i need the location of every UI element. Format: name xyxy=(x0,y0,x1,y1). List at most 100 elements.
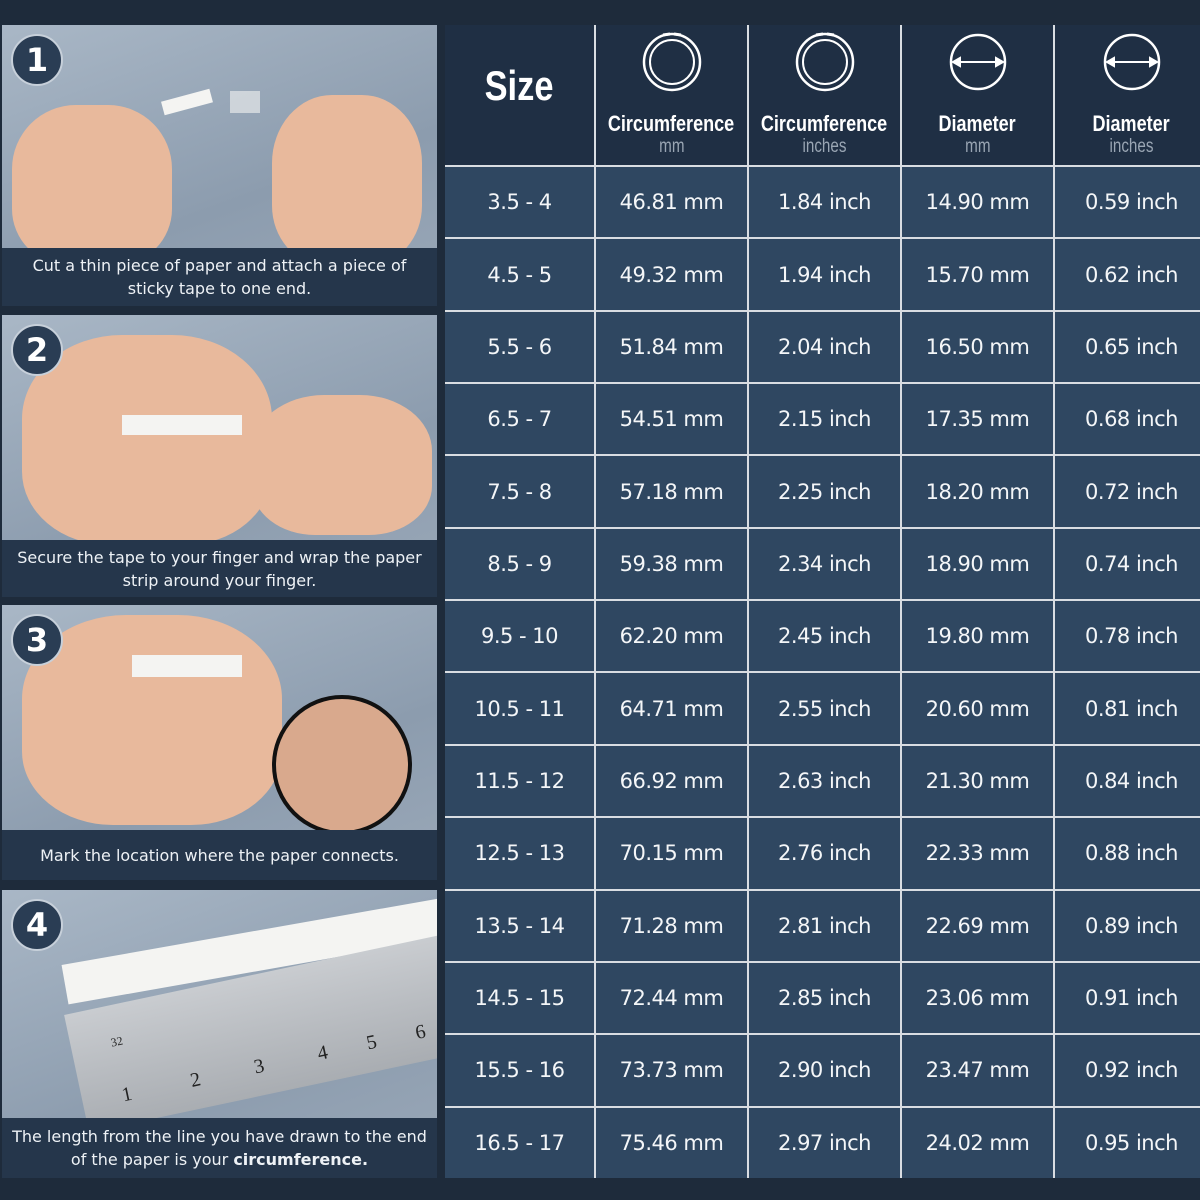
table-cell: 15.5 - 16 xyxy=(445,1035,594,1106)
table-cell: 15.70 mm xyxy=(902,239,1053,310)
table-cell: 2.04 inch xyxy=(749,311,900,383)
table-cell: 5.5 - 6 xyxy=(445,311,594,383)
ring-size-table: Size Circumference mm Circumference inches Di… xyxy=(445,25,1200,1178)
header-title: Circumference xyxy=(761,111,888,136)
table-cell: 20.60 mm xyxy=(902,673,1053,744)
column-header: Diameter mm xyxy=(902,25,1053,165)
step-caption: Mark the location where the paper connec… xyxy=(2,830,437,880)
column-header: Diameter inches xyxy=(1055,25,1200,165)
header-title: Diameter xyxy=(938,111,1017,136)
table-cell: 6.5 - 7 xyxy=(445,384,594,455)
step-1-panel: 1 Cut a thin piece of paper and attach a… xyxy=(2,25,437,306)
table-cell: 51.84 mm xyxy=(596,311,747,383)
table-cell: 22.33 mm xyxy=(902,818,1053,889)
header-unit: inches xyxy=(802,136,847,157)
table-cell: 0.88 inch xyxy=(1055,818,1200,889)
table-cell: 0.89 inch xyxy=(1055,890,1200,961)
table-cell: 2.45 inch xyxy=(749,601,900,672)
table-cell: 0.65 inch xyxy=(1055,311,1200,383)
table-cell: 16.5 - 17 xyxy=(445,1107,594,1178)
table-cell: 0.62 inch xyxy=(1055,239,1200,310)
table-cell: 57.18 mm xyxy=(596,456,747,527)
column-header: Circumference mm xyxy=(596,25,747,165)
step-number-badge: 2 xyxy=(11,324,63,376)
step-number-badge: 4 xyxy=(11,899,63,951)
table-cell: 23.47 mm xyxy=(902,1035,1053,1106)
step-2-photo xyxy=(2,315,437,545)
column-header: Size xyxy=(445,25,594,165)
column-header: Circumference inches xyxy=(749,25,900,165)
table-cell: 11.5 - 12 xyxy=(445,745,594,817)
table-cell: 17.35 mm xyxy=(902,384,1053,455)
table-cell: 2.55 inch xyxy=(749,673,900,744)
table-cell: 2.34 inch xyxy=(749,528,900,600)
table-cell: 0.95 inch xyxy=(1055,1107,1200,1178)
table-cell: 2.63 inch xyxy=(749,745,900,817)
table-cell: 66.92 mm xyxy=(596,745,747,817)
header-unit: inches xyxy=(1109,136,1154,157)
table-cell: 2.81 inch xyxy=(749,890,900,961)
table-cell: 2.15 inch xyxy=(749,384,900,455)
table-cell: 8.5 - 9 xyxy=(445,528,594,600)
table-cell: 24.02 mm xyxy=(902,1107,1053,1178)
table-cell: 0.68 inch xyxy=(1055,384,1200,455)
table-cell: 49.32 mm xyxy=(596,239,747,310)
table-cell: 19.80 mm xyxy=(902,601,1053,672)
step-number-badge: 3 xyxy=(11,614,63,666)
step-number-badge: 1 xyxy=(11,34,63,86)
header-title: Size xyxy=(485,62,554,109)
table-cell: 10.5 - 11 xyxy=(445,673,594,744)
table-cell: 16.50 mm xyxy=(902,311,1053,383)
table-cell: 0.84 inch xyxy=(1055,745,1200,817)
table-cell: 2.97 inch xyxy=(749,1107,900,1178)
diameter-icon xyxy=(1101,31,1163,97)
table-cell: 72.44 mm xyxy=(596,962,747,1034)
table-cell: 0.59 inch xyxy=(1055,167,1200,238)
header-unit: mm xyxy=(964,136,991,157)
table-cell: 18.20 mm xyxy=(902,456,1053,527)
table-cell: 59.38 mm xyxy=(596,528,747,600)
circumference-icon xyxy=(792,27,858,97)
step-caption: The length from the line you have drawn … xyxy=(2,1118,437,1178)
table-cell: 2.25 inch xyxy=(749,456,900,527)
table-cell: 0.78 inch xyxy=(1055,601,1200,672)
table-cell: 9.5 - 10 xyxy=(445,601,594,672)
table-cell: 0.81 inch xyxy=(1055,673,1200,744)
header-title: Circumference xyxy=(608,111,735,136)
step-caption: Secure the tape to your finger and wrap … xyxy=(2,540,437,597)
table-cell: 46.81 mm xyxy=(596,167,747,238)
table-cell: 1.84 inch xyxy=(749,167,900,238)
table-cell: 0.91 inch xyxy=(1055,962,1200,1034)
table-cell: 2.76 inch xyxy=(749,818,900,889)
table-cell: 22.69 mm xyxy=(902,890,1053,961)
table-cell: 3.5 - 4 xyxy=(445,167,594,238)
table-cell: 70.15 mm xyxy=(596,818,747,889)
table-cell: 14.90 mm xyxy=(902,167,1053,238)
table-cell: 14.5 - 15 xyxy=(445,962,594,1034)
diameter-icon xyxy=(947,31,1009,97)
table-cell: 73.73 mm xyxy=(596,1035,747,1106)
circumference-icon xyxy=(639,27,705,97)
step-3-panel: 3 Mark the location where the paper conn… xyxy=(2,605,437,880)
table-cell: 75.46 mm xyxy=(596,1107,747,1178)
table-cell: 0.92 inch xyxy=(1055,1035,1200,1106)
step-2-panel: 2 Secure the tape to your finger and wra… xyxy=(2,315,437,597)
table-cell: 21.30 mm xyxy=(902,745,1053,817)
table-cell: 0.74 inch xyxy=(1055,528,1200,600)
step-3-photo xyxy=(2,605,437,835)
table-cell: 54.51 mm xyxy=(596,384,747,455)
table-cell: 13.5 - 14 xyxy=(445,890,594,961)
table-cell: 12.5 - 13 xyxy=(445,818,594,889)
step-4-panel: 1 2 3 4 5 6 7 32 4 The length from the l… xyxy=(2,890,437,1178)
header-unit: mm xyxy=(658,136,685,157)
table-cell: 64.71 mm xyxy=(596,673,747,744)
table-cell: 2.90 inch xyxy=(749,1035,900,1106)
table-cell: 0.72 inch xyxy=(1055,456,1200,527)
table-cell: 23.06 mm xyxy=(902,962,1053,1034)
header-title: Diameter xyxy=(1092,111,1171,136)
table-cell: 71.28 mm xyxy=(596,890,747,961)
table-cell: 7.5 - 8 xyxy=(445,456,594,527)
step-caption: Cut a thin piece of paper and attach a p… xyxy=(2,248,437,306)
table-cell: 1.94 inch xyxy=(749,239,900,310)
table-cell: 18.90 mm xyxy=(902,528,1053,600)
